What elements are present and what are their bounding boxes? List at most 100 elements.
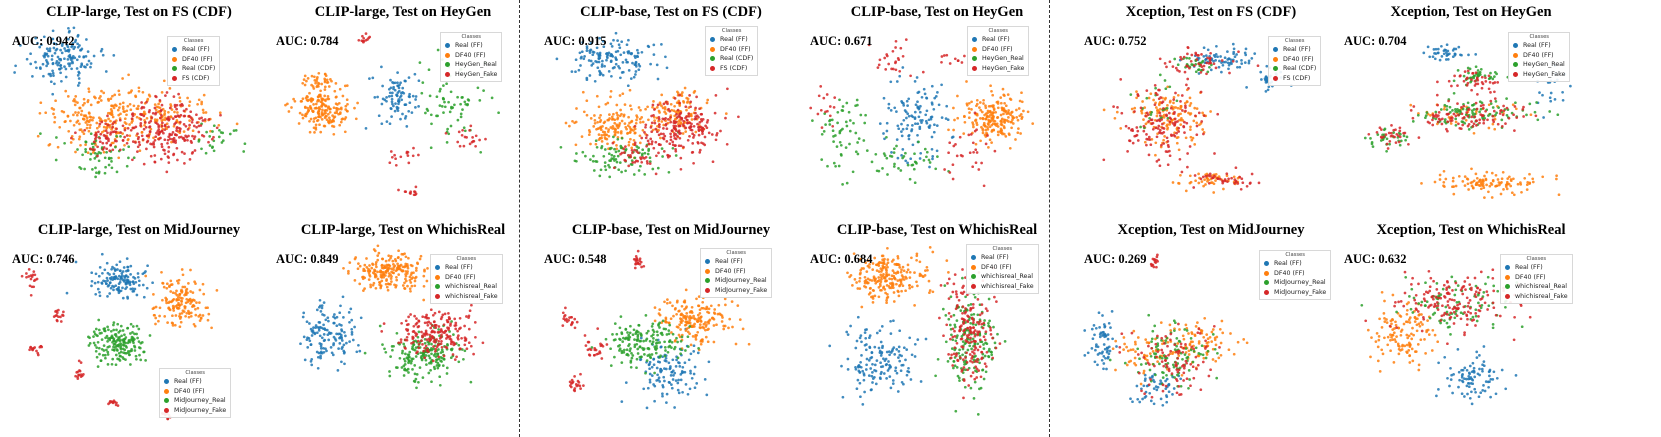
scatter-point bbox=[826, 109, 829, 113]
scatter-point bbox=[1190, 138, 1194, 142]
scatter-point bbox=[110, 160, 113, 163]
scatter-point bbox=[463, 100, 467, 104]
panel-title: CLIP-large, Test on WhichisReal bbox=[300, 222, 506, 238]
scatter-point bbox=[425, 279, 429, 283]
scatter-point bbox=[1220, 61, 1223, 64]
scatter-point bbox=[123, 348, 127, 352]
scatter-point bbox=[601, 59, 604, 63]
scatter-point bbox=[111, 265, 114, 269]
scatter-point bbox=[106, 353, 110, 356]
scatter-point bbox=[73, 103, 77, 107]
scatter-point bbox=[1172, 106, 1176, 109]
scatter-point bbox=[906, 163, 910, 167]
scatter-point bbox=[626, 84, 630, 88]
scatter-point bbox=[658, 101, 662, 105]
scatter-point bbox=[116, 108, 120, 112]
scatter-point bbox=[640, 136, 644, 140]
scatter-point bbox=[389, 107, 393, 110]
scatter-point bbox=[1472, 74, 1476, 78]
scatter-point bbox=[143, 123, 146, 127]
scatter-point bbox=[945, 104, 949, 108]
scatter-point bbox=[1470, 88, 1473, 92]
scatter-point bbox=[76, 375, 79, 379]
scatter-point bbox=[628, 126, 632, 129]
scatter-point bbox=[346, 102, 349, 106]
scatter-point bbox=[1457, 174, 1461, 178]
scatter-point bbox=[204, 151, 208, 155]
scatter-point bbox=[1234, 166, 1238, 170]
scatter-point bbox=[313, 331, 316, 335]
scatter-point bbox=[325, 118, 329, 122]
scatter-point bbox=[687, 112, 691, 115]
scatter-point bbox=[1232, 47, 1236, 51]
scatter-point bbox=[640, 116, 644, 119]
scatter-point bbox=[925, 109, 929, 113]
scatter-point bbox=[76, 42, 79, 46]
scatter-point bbox=[1474, 82, 1478, 86]
scatter-point bbox=[318, 321, 322, 324]
scatter-point bbox=[65, 291, 69, 295]
legend-label: FS (CDF) bbox=[1283, 74, 1311, 82]
scatter-point bbox=[1460, 105, 1463, 109]
scatter-point bbox=[888, 154, 892, 158]
scatter-point bbox=[469, 344, 473, 348]
scatter-point bbox=[986, 125, 989, 129]
scatter-point bbox=[604, 168, 608, 172]
scatter-point bbox=[202, 292, 206, 296]
scatter-point bbox=[342, 349, 346, 353]
scatter-point bbox=[457, 130, 461, 134]
scatter-point bbox=[187, 315, 191, 319]
scatter-point bbox=[1491, 81, 1495, 85]
scatter-point bbox=[413, 72, 417, 76]
scatter-point bbox=[1179, 123, 1183, 126]
scatter-point bbox=[673, 127, 677, 131]
scatter-point bbox=[1367, 132, 1371, 136]
scatter-point bbox=[1267, 85, 1271, 89]
scatter-point bbox=[174, 314, 178, 317]
scatter-point bbox=[954, 143, 957, 146]
scatter-point bbox=[334, 95, 338, 99]
scatter-point bbox=[878, 122, 882, 125]
scatter-point bbox=[678, 101, 682, 105]
scatter-point bbox=[438, 375, 442, 379]
scatter-point bbox=[585, 76, 589, 80]
scatter-point bbox=[1247, 61, 1251, 65]
scatter-point bbox=[74, 100, 77, 103]
scatter-point bbox=[388, 91, 392, 95]
scatter-point bbox=[78, 165, 81, 169]
scatter-point bbox=[635, 145, 639, 148]
scatter-point bbox=[388, 374, 392, 378]
scatter-point bbox=[914, 122, 917, 126]
scatter-point bbox=[76, 148, 79, 151]
scatter-point bbox=[1451, 185, 1454, 189]
scatter-point bbox=[105, 150, 108, 154]
scatter-point bbox=[1209, 61, 1212, 65]
scatter-point bbox=[610, 45, 614, 48]
scatter-point bbox=[616, 135, 620, 139]
scatter-point bbox=[930, 147, 934, 151]
scatter-point bbox=[978, 106, 981, 109]
scatter-point bbox=[139, 118, 143, 121]
scatter-point bbox=[1205, 61, 1209, 65]
scatter-point bbox=[287, 110, 291, 113]
scatter-point bbox=[1443, 48, 1447, 52]
scatter-point bbox=[375, 265, 378, 269]
scatter-point bbox=[189, 311, 193, 315]
scatter-point bbox=[615, 160, 619, 164]
scatter-point bbox=[124, 336, 128, 339]
scatter-point bbox=[115, 134, 118, 138]
scatter-point bbox=[113, 400, 117, 404]
scatter-point bbox=[614, 57, 618, 61]
scatter-point bbox=[684, 130, 688, 133]
scatter-point bbox=[121, 355, 124, 359]
scatter-point bbox=[1124, 124, 1128, 128]
scatter-point bbox=[397, 341, 401, 345]
scatter-point bbox=[1174, 120, 1177, 124]
scatter-point bbox=[1195, 124, 1199, 128]
scatter-point bbox=[395, 278, 399, 282]
scatter-point bbox=[403, 359, 407, 363]
scatter-point bbox=[453, 103, 456, 107]
scatter-point bbox=[413, 380, 417, 383]
scatter-point bbox=[1225, 172, 1229, 176]
scatter-point bbox=[340, 335, 343, 339]
